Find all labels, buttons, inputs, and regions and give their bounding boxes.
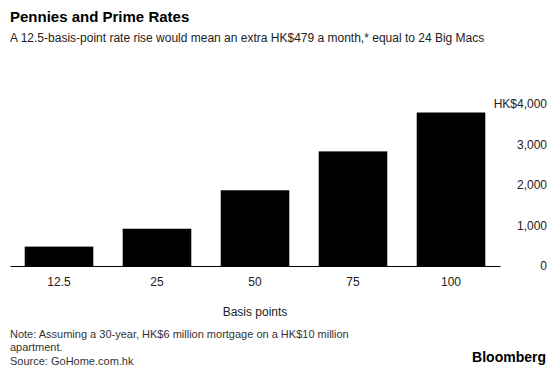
x-tick: 25 <box>150 266 164 289</box>
chart: Pennies and Prime Rates A 12.5-basis-poin… <box>0 0 560 374</box>
x-axis: 12.5 25 50 75 100 <box>11 266 501 289</box>
bar <box>25 247 94 266</box>
y-tick: 3,000 <box>500 138 547 152</box>
credit: Bloomberg <box>472 349 546 365</box>
x-tick-label: 100 <box>441 275 461 289</box>
y-axis: 0 1,000 2,000 3,000 HK$4,000 <box>494 97 548 273</box>
y-tick: HK$4,000 <box>494 97 548 111</box>
x-tick: 50 <box>248 266 262 289</box>
y-tick-label: 1,000 <box>517 219 547 233</box>
bar <box>319 151 388 266</box>
x-tick: 75 <box>346 266 360 289</box>
y-tick-label: 2,000 <box>517 178 547 192</box>
x-axis-title: Basis points <box>223 305 288 319</box>
x-axis-line <box>11 266 501 267</box>
y-tick: 0 <box>500 259 547 273</box>
bar <box>417 113 486 266</box>
x-tick-label: 25 <box>150 275 164 289</box>
x-tick: 12.5 <box>47 266 71 289</box>
text-line: apartment. <box>10 341 63 353</box>
x-tick: 100 <box>441 266 461 289</box>
bar <box>123 229 192 266</box>
y-tick-label: HK$4,000 <box>494 97 548 111</box>
x-tick-label: 12.5 <box>47 275 71 289</box>
text-line: Note: Assuming a 30-year, HK$6 million m… <box>10 328 349 340</box>
x-tick-label: 50 <box>248 275 262 289</box>
bars <box>25 113 486 266</box>
subtitle: A 12.5-basis-point rate rise would mean … <box>10 31 484 45</box>
y-tick: 1,000 <box>500 219 547 233</box>
y-tick: 2,000 <box>500 178 547 192</box>
y-axis-line <box>500 105 501 267</box>
note: Note: Assuming a 30-year, HK$6 million m… <box>10 328 349 353</box>
y-tick-label: 0 <box>540 259 547 273</box>
x-tick-label: 75 <box>346 275 360 289</box>
y-tick-label: 3,000 <box>517 138 547 152</box>
source: Source: GoHome.com.hk <box>10 355 134 367</box>
bar <box>221 190 290 266</box>
title: Pennies and Prime Rates <box>10 8 189 25</box>
text-line: A 12.5-basis-point rate rise would mean … <box>10 31 484 45</box>
